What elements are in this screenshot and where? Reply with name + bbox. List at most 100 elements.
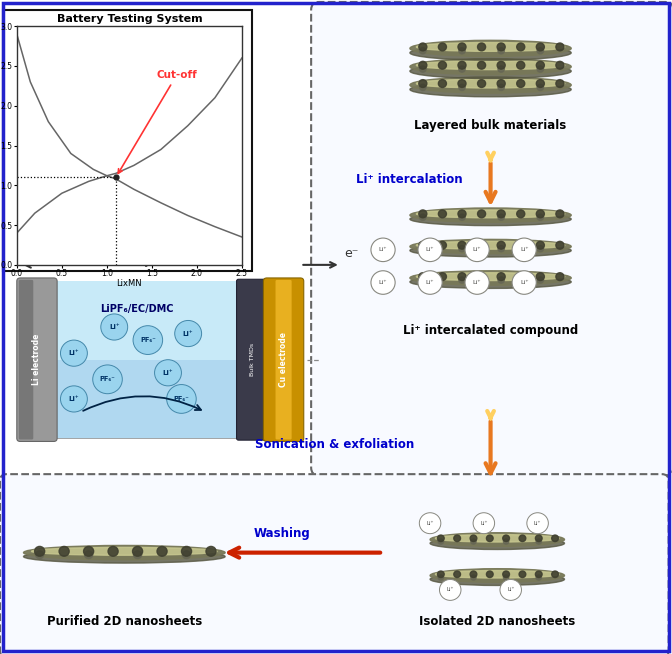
Circle shape: [470, 571, 477, 577]
Circle shape: [512, 271, 536, 294]
Circle shape: [437, 571, 444, 577]
Circle shape: [183, 551, 191, 559]
Text: Li⁺: Li⁺: [109, 324, 120, 330]
Ellipse shape: [417, 79, 564, 88]
Circle shape: [473, 513, 495, 534]
Ellipse shape: [410, 59, 571, 75]
Text: Li⁺: Li⁺: [534, 521, 541, 526]
Ellipse shape: [435, 570, 559, 578]
Circle shape: [498, 214, 505, 220]
Circle shape: [556, 61, 564, 69]
Circle shape: [478, 241, 486, 249]
Circle shape: [438, 61, 446, 69]
Circle shape: [552, 535, 558, 542]
Text: Li⁺: Li⁺: [520, 280, 528, 285]
Circle shape: [418, 271, 442, 294]
Circle shape: [517, 61, 525, 69]
Circle shape: [108, 547, 118, 556]
Circle shape: [497, 80, 505, 88]
Text: Li electrode: Li electrode: [32, 334, 42, 385]
Circle shape: [459, 66, 465, 72]
Circle shape: [471, 539, 476, 544]
Ellipse shape: [410, 82, 571, 97]
Circle shape: [155, 360, 181, 386]
Circle shape: [478, 210, 486, 218]
Circle shape: [519, 535, 526, 542]
Bar: [54, 281, 239, 438]
Circle shape: [478, 80, 486, 88]
Circle shape: [536, 539, 542, 544]
Circle shape: [536, 43, 544, 51]
Ellipse shape: [430, 537, 564, 549]
Circle shape: [500, 579, 521, 600]
Ellipse shape: [32, 547, 217, 555]
Circle shape: [419, 66, 426, 72]
Circle shape: [517, 80, 525, 88]
Text: Li⁺: Li⁺: [473, 280, 481, 285]
Text: Li⁺: Li⁺: [183, 330, 194, 337]
Circle shape: [419, 214, 426, 220]
Text: Li⁺: Li⁺: [426, 280, 434, 285]
Circle shape: [438, 575, 444, 580]
Circle shape: [132, 547, 142, 556]
Circle shape: [497, 43, 505, 51]
Text: PF₆⁻: PF₆⁻: [140, 337, 156, 343]
Circle shape: [503, 575, 509, 580]
Bar: [54, 281, 239, 360]
Ellipse shape: [417, 210, 564, 218]
Text: Bulk TMDs: Bulk TMDs: [250, 343, 255, 376]
Bar: [3, 10, 252, 271]
Circle shape: [419, 513, 441, 534]
Circle shape: [419, 277, 426, 283]
Circle shape: [536, 80, 544, 88]
Circle shape: [181, 547, 192, 556]
Circle shape: [503, 539, 509, 544]
Circle shape: [465, 238, 489, 262]
Ellipse shape: [417, 43, 564, 51]
Circle shape: [498, 66, 505, 72]
Circle shape: [60, 340, 87, 366]
Ellipse shape: [24, 550, 225, 563]
Circle shape: [419, 84, 426, 90]
Circle shape: [175, 320, 202, 347]
Circle shape: [419, 241, 427, 249]
Circle shape: [517, 210, 525, 218]
Text: Isolated 2D nanosheets: Isolated 2D nanosheets: [419, 615, 575, 628]
Circle shape: [458, 43, 466, 51]
Circle shape: [83, 547, 93, 556]
Circle shape: [556, 241, 564, 249]
Text: Sonication & exfoliation: Sonication & exfoliation: [255, 438, 415, 451]
Circle shape: [536, 571, 542, 577]
FancyBboxPatch shape: [311, 2, 672, 475]
Ellipse shape: [410, 275, 571, 288]
FancyBboxPatch shape: [237, 279, 269, 440]
Circle shape: [458, 241, 466, 249]
Text: Li⁺ intercalated compound: Li⁺ intercalated compound: [403, 324, 578, 337]
Circle shape: [556, 210, 564, 218]
Ellipse shape: [410, 271, 571, 285]
Circle shape: [487, 535, 493, 542]
Circle shape: [419, 273, 427, 281]
Circle shape: [59, 547, 69, 556]
Text: PF₆⁻: PF₆⁻: [173, 396, 190, 402]
Circle shape: [419, 43, 427, 51]
Text: e⁻: e⁻: [344, 247, 358, 260]
Circle shape: [537, 48, 544, 54]
Circle shape: [437, 535, 444, 542]
Circle shape: [167, 385, 196, 413]
Circle shape: [458, 80, 466, 88]
Circle shape: [517, 273, 525, 281]
Circle shape: [471, 575, 476, 580]
Circle shape: [498, 84, 505, 90]
Circle shape: [537, 84, 544, 90]
Circle shape: [537, 245, 544, 252]
Circle shape: [517, 241, 525, 249]
Text: LiPF₆/EC/DMC: LiPF₆/EC/DMC: [100, 305, 173, 315]
FancyBboxPatch shape: [263, 278, 304, 441]
Circle shape: [498, 277, 505, 283]
Circle shape: [497, 61, 505, 69]
Text: Cut-off: Cut-off: [118, 70, 197, 173]
Circle shape: [527, 513, 548, 534]
Circle shape: [536, 273, 544, 281]
Text: Li⁺: Li⁺: [426, 247, 434, 252]
